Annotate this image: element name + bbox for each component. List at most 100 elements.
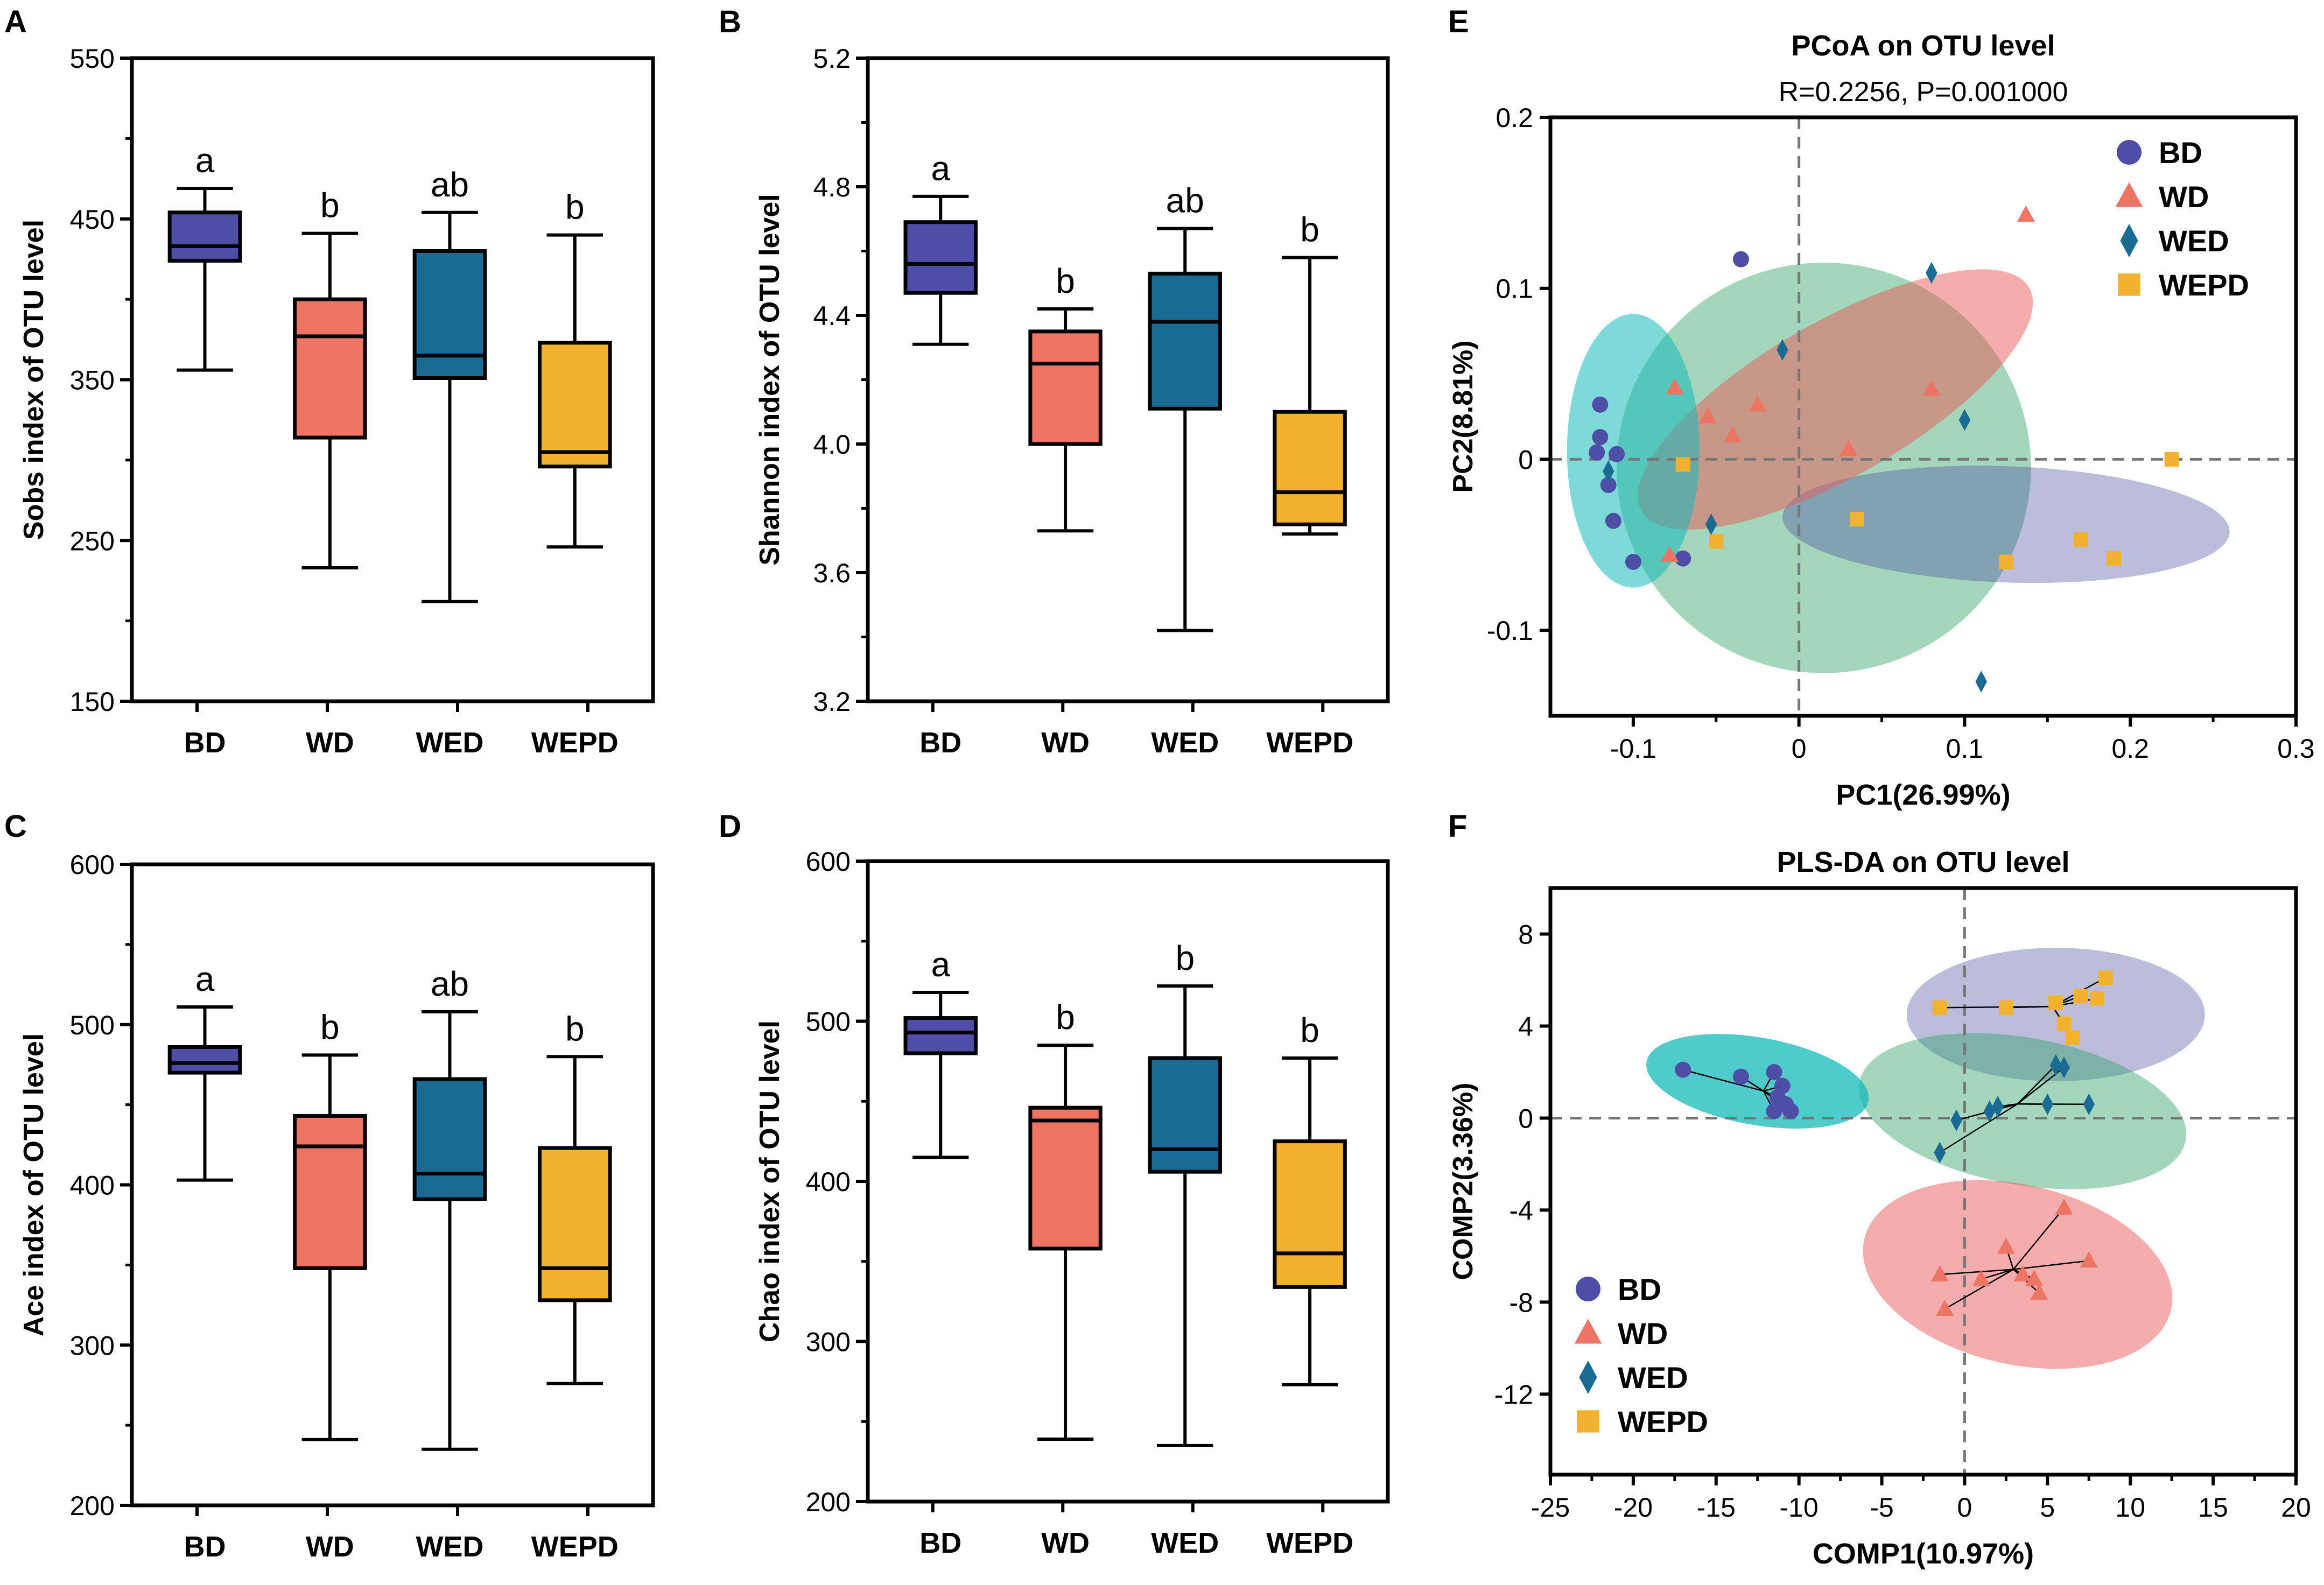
panel-letter-d: D — [719, 809, 741, 844]
confidence-ellipse-bd-core — [1567, 314, 1700, 588]
x-tick-label: 20 — [2281, 1492, 2311, 1523]
point-wepd — [1932, 1000, 1947, 1015]
x-tick-label: -25 — [1531, 1492, 1570, 1523]
y-tick-label: 400 — [806, 1167, 851, 1197]
box-wed — [412, 1077, 487, 1201]
point-bd — [1782, 1103, 1799, 1119]
legend-label-wepd: WEPD — [2159, 268, 2249, 302]
x-category-label: WD — [1041, 727, 1090, 759]
confidence-ellipse-wd — [1638, 269, 2033, 530]
point-wed — [1934, 1142, 1946, 1164]
legend-label-bd: BD — [1618, 1272, 1661, 1306]
significance-letter: a — [195, 960, 215, 998]
y-tick-label: 350 — [70, 365, 115, 396]
point-wd — [1661, 546, 1679, 562]
box-bd — [167, 210, 242, 263]
x-tick-label: -5 — [1870, 1492, 1893, 1523]
y-tick-label: 4 — [1518, 1011, 1533, 1041]
x-category-label: WEPD — [1266, 1527, 1353, 1559]
centroid-spoke — [1981, 1269, 2014, 1280]
box-wd — [1028, 1105, 1103, 1251]
point-wed — [1705, 513, 1717, 536]
y-tick-label: 4.0 — [813, 429, 851, 460]
point-bd — [1675, 1061, 1691, 1078]
point-wd — [2030, 1284, 2048, 1300]
significance-letter: a — [931, 945, 950, 984]
point-wed — [1950, 1109, 1962, 1131]
point-wd — [1972, 1270, 1990, 1286]
x-category-label: WEPD — [1266, 727, 1353, 759]
significance-letter: b — [1056, 262, 1075, 300]
point-bd — [1592, 396, 1609, 413]
y-axis-label: PC2(8.81%) — [1448, 340, 1479, 492]
y-tick-label: 5.2 — [813, 44, 851, 74]
point-wepd — [2106, 551, 2121, 566]
point-wd — [1997, 1237, 2015, 1254]
y-tick-label: 300 — [70, 1330, 115, 1361]
y-tick-label: 550 — [70, 44, 115, 74]
x-tick-label: 0.3 — [2277, 734, 2315, 764]
x-category-label: BD — [184, 727, 226, 759]
y-tick-label: 3.6 — [813, 558, 851, 588]
x-tick-label: -0.1 — [1610, 734, 1656, 764]
box-bd — [167, 1045, 242, 1075]
confidence-ellipse-wed-core — [1646, 1034, 1869, 1129]
point-bd — [1766, 1103, 1782, 1119]
point-wd — [2080, 1251, 2098, 1268]
panel-letter-e: E — [1448, 4, 1469, 39]
box-wepd — [1273, 410, 1347, 526]
point-bd — [1625, 554, 1641, 570]
x-category-label: BD — [919, 1527, 961, 1559]
confidence-ellipse-bd — [1906, 948, 2205, 1082]
point-wepd — [1998, 1000, 2013, 1015]
centroid-spoke — [2006, 1005, 2053, 1009]
x-category-label: BD — [184, 1531, 226, 1563]
chart-title: PLS-DA on OTU level — [1777, 846, 2069, 878]
box-wed — [412, 249, 487, 381]
panel-letter-b: B — [719, 4, 741, 39]
scatter-panel-e: -0.1 0 0.1 0.2 0.3 -0.1 0 0.1 0.2 PC1(26.99%) PC2(… — [1448, 30, 2315, 811]
point-wd — [1922, 379, 1941, 396]
point-wepd — [2098, 970, 2113, 985]
box-wd — [1028, 329, 1103, 446]
significance-letter: ab — [431, 964, 469, 1003]
point-wd — [1749, 395, 1767, 412]
y-tick-label: 3.2 — [813, 687, 851, 717]
box-bd — [903, 1016, 978, 1055]
boxplot-panel-b: 3.2 3.6 4.0 4.4 4.8 5.2 Shannon index of OTU l… — [754, 44, 1390, 759]
y-tick-label: 4.8 — [813, 172, 851, 202]
significance-letter: ab — [1166, 181, 1204, 220]
significance-letter: a — [931, 149, 950, 188]
point-wepd — [2056, 1016, 2072, 1031]
x-tick-label: 0 — [1792, 734, 1807, 764]
centroid-spoke — [1939, 1103, 2018, 1153]
boxplot-panel-d: 200 300 400 500 600 Chao index of OTU level a B… — [754, 847, 1390, 1559]
chart-subtitle: R=0.2256, P=0.001000 — [1779, 76, 2068, 108]
box-wed — [1148, 1056, 1222, 1174]
y-tick-label: 500 — [70, 1010, 115, 1040]
point-wed — [2083, 1093, 2095, 1116]
y-axis-label: COMP2(3.36%) — [1448, 1083, 1479, 1280]
x-tick-label: 0 — [1957, 1492, 1972, 1523]
x-tick-label: 0.1 — [1946, 734, 1984, 764]
point-wepd — [2073, 532, 2088, 547]
y-tick-label: -4 — [1509, 1195, 1533, 1225]
point-bd — [1766, 1063, 1782, 1080]
y-tick-label: 0 — [1518, 445, 1533, 475]
y-tick-label: -8 — [1509, 1287, 1533, 1318]
y-tick-label: 600 — [70, 850, 115, 880]
plot-frame — [1548, 115, 2298, 718]
legend-label-wepd: WEPD — [1618, 1405, 1708, 1439]
centroid-spoke — [2013, 1207, 2065, 1270]
y-tick-label: 8 — [1518, 919, 1533, 949]
x-tick-label: 10 — [2115, 1492, 2145, 1523]
x-tick-label: -15 — [1697, 1492, 1736, 1523]
point-wepd — [1849, 512, 1864, 527]
legend-label-wd: WD — [2159, 180, 2209, 214]
y-axis-label: Ace index of OTU level — [18, 1033, 50, 1337]
x-category-label: WD — [306, 727, 354, 759]
legend: BD WD WED WEPD — [1574, 1272, 1708, 1439]
legend-marker-wd — [1574, 1319, 1602, 1344]
point-wed — [1992, 1095, 2004, 1118]
